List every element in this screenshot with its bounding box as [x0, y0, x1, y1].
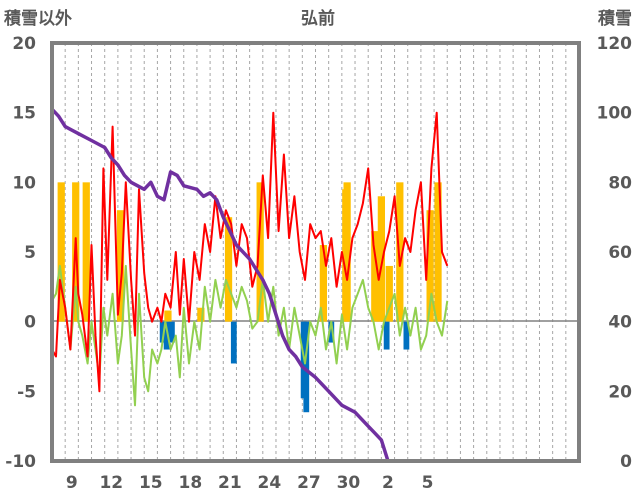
precip-bar [164, 310, 172, 322]
series-line-snow-depth [50, 107, 448, 463]
x-tick-label: 2 [382, 473, 394, 493]
x-tick-label: 24 [258, 473, 282, 493]
precip-negative-bar [383, 321, 390, 350]
right-tick-label: 120 [597, 34, 633, 54]
left-tick-labels: -10 -5 0 5 10 15 20 [5, 34, 36, 472]
precip-bar [385, 265, 393, 322]
series-lines [50, 107, 449, 463]
precip-bar [197, 307, 205, 322]
left-axis-label: 積雪以外 [4, 8, 72, 29]
series-line-temperature [51, 111, 449, 393]
x-tick-label: 5 [422, 473, 434, 493]
x-tick-label: 21 [218, 473, 242, 493]
right-tick-label: 20 [608, 382, 632, 402]
chart-title: 弘前 [301, 8, 335, 29]
precip-negative-bar [163, 321, 170, 350]
x-tick-labels: 9 12 15 18 21 24 27 30 2 5 [66, 473, 434, 493]
series-line-lower [51, 264, 449, 407]
x-tick-label: 27 [297, 473, 321, 493]
right-tick-label: 60 [608, 243, 632, 263]
left-tick-label: -10 [5, 452, 36, 472]
right-tick-label: 40 [608, 313, 632, 333]
left-tick-label: 10 [12, 173, 36, 193]
precip-negative-bar [168, 321, 175, 343]
precip-bar [256, 182, 264, 322]
precip-bar [319, 245, 328, 322]
x-tick-label: 15 [139, 473, 163, 493]
precip-negative-bar [230, 321, 237, 364]
precip-bar [116, 210, 125, 322]
right-tick-label: 0 [620, 452, 632, 472]
right-tick-labels: 0 20 40 60 80 100 120 [597, 34, 633, 472]
precip-bar [57, 182, 65, 322]
right-tick-label: 100 [597, 104, 633, 124]
precip-bar [377, 196, 385, 322]
precip-bar [434, 182, 442, 322]
left-tick-label: 15 [12, 104, 36, 124]
precip-negative-bar [303, 321, 310, 413]
x-tick-label: 12 [99, 473, 123, 493]
precip-bar [343, 182, 351, 322]
left-tick-label: -5 [17, 382, 36, 402]
left-tick-label: 20 [12, 34, 36, 54]
precip-bar [224, 217, 233, 322]
x-tick-label: 18 [179, 473, 203, 493]
plot-frame [50, 41, 581, 463]
x-tick-label: 9 [66, 473, 78, 493]
precip-bar [396, 182, 404, 322]
left-tick-label: 5 [24, 243, 36, 263]
precip-bar [426, 210, 434, 322]
right-axis-label: 積雪 [598, 8, 632, 29]
precip-negative-bar [159, 321, 166, 343]
grid-lines [64, 43, 567, 461]
precip-negative-bar [328, 321, 335, 343]
left-tick-label: 0 [24, 313, 36, 333]
precip-bar [82, 182, 90, 322]
precip-bar [371, 231, 379, 322]
right-tick-label: 80 [608, 173, 632, 193]
precip-negative-bar [403, 321, 410, 350]
x-tick-label: 30 [337, 473, 361, 493]
